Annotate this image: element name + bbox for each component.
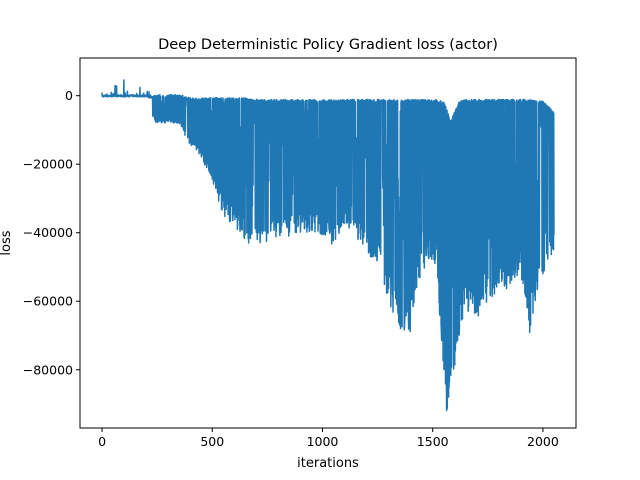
y-tick-label: −80000 — [23, 362, 73, 377]
chart-title: Deep Deterministic Policy Gradient loss … — [158, 37, 498, 53]
x-tick-label: 0 — [98, 434, 106, 449]
x-tick-label: 2000 — [527, 434, 559, 449]
y-tick-label: 0 — [65, 88, 73, 103]
x-tick-label: 1000 — [307, 434, 339, 449]
y-tick-label: −20000 — [23, 157, 73, 172]
x-tick-label: 1500 — [417, 434, 449, 449]
y-axis-ticks: 0 −20000 −40000 −60000 −80000 — [23, 88, 80, 377]
y-tick-label: −60000 — [23, 294, 73, 309]
y-axis-label: loss — [0, 230, 14, 255]
x-tick-label: 500 — [200, 434, 224, 449]
plot-area — [101, 79, 555, 412]
plot-frame — [79, 57, 577, 429]
series-line — [101, 79, 555, 412]
x-axis-ticks: 0 500 1000 1500 2000 — [98, 428, 559, 449]
y-tick-label: −40000 — [23, 225, 73, 240]
x-axis-label: iterations — [297, 456, 359, 471]
